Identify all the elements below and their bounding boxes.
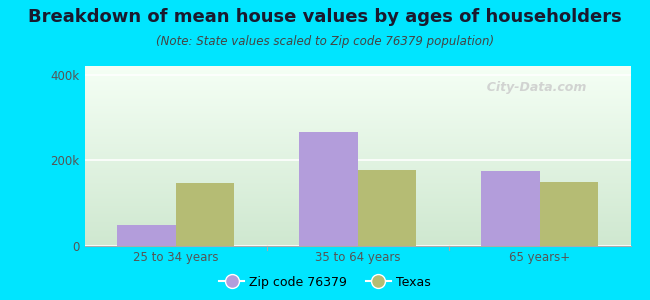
Text: (Note: State values scaled to Zip code 76379 population): (Note: State values scaled to Zip code 7… — [156, 34, 494, 47]
Text: Breakdown of mean house values by ages of householders: Breakdown of mean house values by ages o… — [28, 8, 622, 26]
Bar — [299, 132, 358, 246]
Bar — [358, 170, 416, 246]
Bar — [176, 183, 234, 246]
Bar — [481, 171, 540, 246]
Text: City-Data.com: City-Data.com — [478, 81, 586, 94]
Bar — [117, 225, 176, 246]
Legend: Zip code 76379, Texas: Zip code 76379, Texas — [214, 271, 436, 294]
Bar — [540, 182, 598, 246]
